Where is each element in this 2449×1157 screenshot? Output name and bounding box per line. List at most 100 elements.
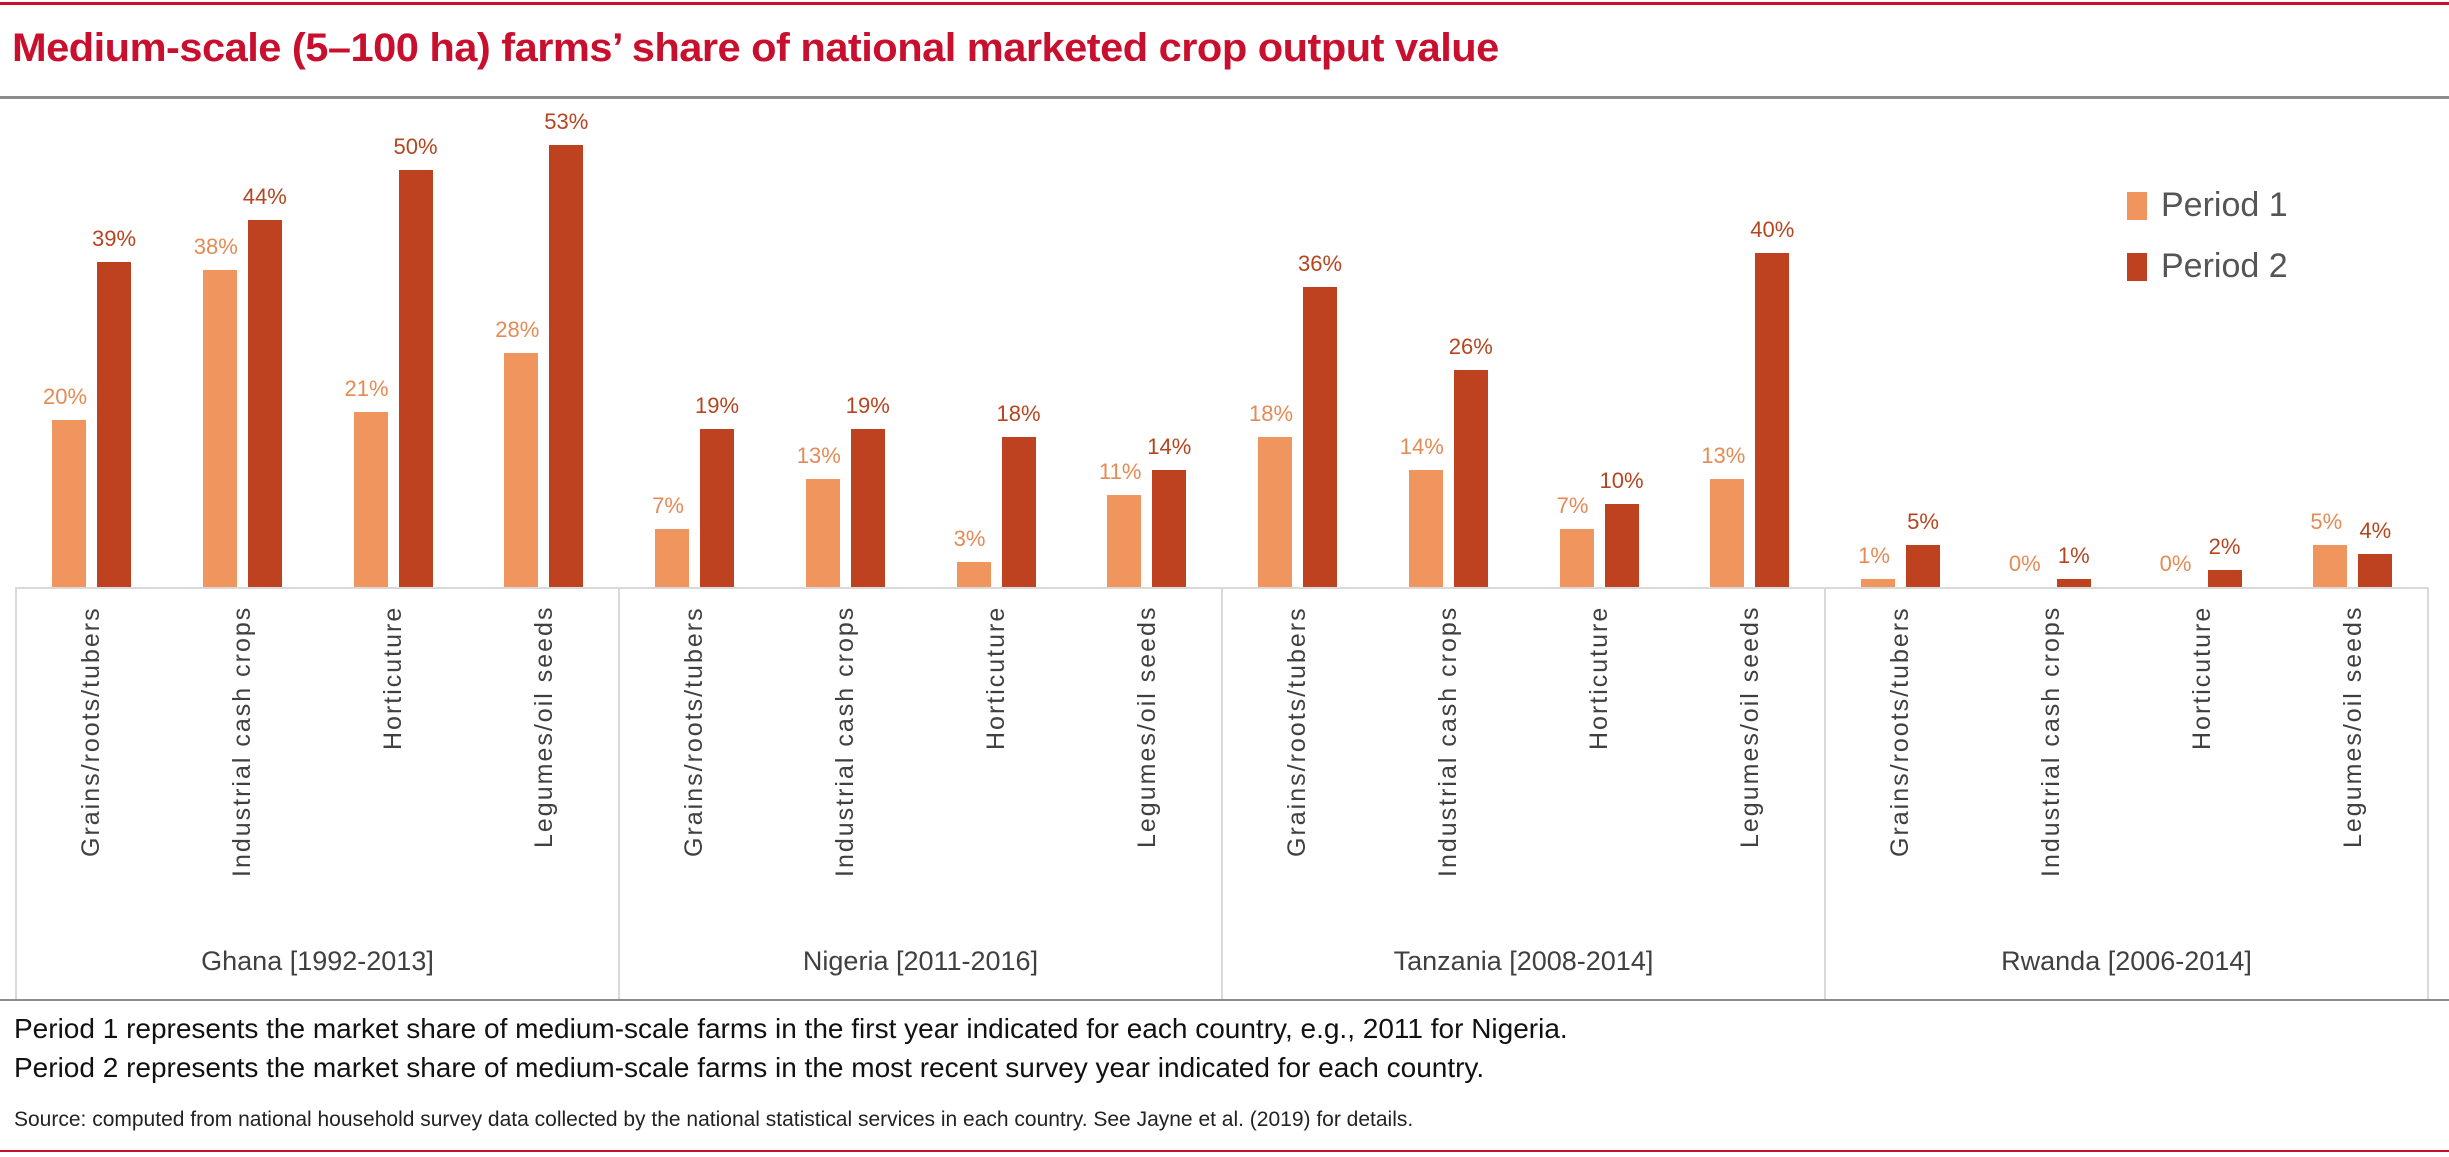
bar-period-2 [1001,436,1036,587]
legend-label-period-1: Period 1 [2161,186,2288,224]
notes-divider [0,999,2449,1001]
group-separator [15,587,17,1000]
bar-period-1 [655,528,689,587]
category-label: Grains/roots/tubers [680,606,709,857]
category-label: Industrial cash crops [1434,606,1463,878]
bar-period-1 [805,478,840,587]
bar-period-1 [504,353,539,587]
data-label-period-1: 5% [2310,509,2343,535]
data-label-period-1: 3% [953,525,986,551]
bar-period-2 [1755,253,1790,587]
data-label-period-1: 14% [1399,434,1444,460]
data-label-period-1: 13% [1701,442,1746,468]
legend-label-period-2: Period 2 [2161,247,2288,285]
group-label: Nigeria [2011-2016] [802,946,1039,976]
bar-period-2 [1453,370,1488,587]
bar-period-2 [247,220,282,587]
legend-swatch-period-1 [2127,191,2147,220]
bar-period-1 [2313,545,2348,587]
category-label: Industrial cash crops [2037,606,2066,878]
bar-period-1 [52,420,86,587]
bar-period-1 [1710,478,1745,587]
group-separator [2427,587,2429,1000]
data-label-period-2: 19% [845,392,890,418]
data-label-period-1: 38% [193,234,238,260]
bar-period-2 [1303,286,1337,587]
category-label: Horticuture [1584,606,1613,751]
note-period-2: Period 2 represents the market share of … [14,1052,1485,1083]
data-label-period-2: 39% [91,225,137,251]
data-label-period-2: 14% [1147,434,1192,460]
legend-item-period-1: Period 1 [2127,186,2288,225]
legend-item-period-2: Period 2 [2127,247,2288,286]
bar-period-2 [1152,470,1187,587]
note-period-1: Period 1 represents the market share of … [14,1013,1568,1044]
bar-period-1 [353,411,388,587]
bar-period-1 [202,270,237,587]
data-label-period-2: 4% [2359,517,2392,543]
data-label-period-1: 13% [796,442,841,468]
bar-period-1 [956,561,991,587]
category-label: Legumes/oil seeds [2338,606,2367,849]
bar-period-2 [97,261,131,587]
data-label-period-2: 44% [242,184,287,210]
data-label-period-1: 7% [1556,492,1589,518]
data-label-period-2: 40% [1750,217,1795,243]
bar-period-2 [850,428,885,587]
group-label: Tanzania [2008-2014] [1393,946,1654,976]
bar-period-1 [1861,578,1895,587]
category-label: Grains/roots/tubers [1283,606,1312,857]
data-label-period-2: 5% [1907,509,1939,535]
top-accent-rule [0,2,2449,5]
category-label: Legumes/oil seeds [1132,606,1161,849]
bar-period-2 [398,170,433,587]
data-label-period-1: 7% [652,492,684,518]
group-separator [618,587,620,1000]
data-label-period-1: 28% [495,317,540,343]
data-label-period-1: 20% [42,384,88,410]
bar-period-1 [1559,528,1594,587]
chart-title: Medium-scale (5–100 ha) farms’ share of … [12,26,1499,70]
data-label-period-1: 1% [1858,542,1890,568]
data-label-period-2: 36% [1297,250,1343,276]
category-label: Grains/roots/tubers [77,606,106,857]
category-label: Industrial cash crops [228,606,257,878]
category-label: Legumes/oil seeds [529,606,558,849]
group-separator [1221,587,1223,1000]
category-label: Grains/roots/tubers [1886,606,1915,857]
bar-period-2 [700,428,734,587]
group-label: Ghana [1992-2013] [201,946,434,976]
data-label-period-2: 53% [544,108,589,134]
bar-period-1 [1258,436,1292,587]
group-separator [1824,587,1826,1000]
category-label: Horticuture [981,606,1010,751]
data-label-period-2: 19% [694,392,740,418]
group-label: Rwanda [2006-2014] [2001,946,2252,976]
data-label-period-1: 11% [1099,459,1142,485]
bottom-accent-rule [0,1150,2449,1152]
category-label: Legumes/oil seeds [1735,606,1764,849]
category-label: Horticuture [2187,606,2216,751]
legend-swatch-period-2 [2127,252,2147,281]
source-note: Source: computed from national household… [14,1108,1414,1131]
category-label: Industrial cash crops [831,606,860,878]
bar-period-2 [2207,570,2242,587]
bar-period-2 [1906,545,1940,587]
category-label: Horticuture [378,606,407,751]
data-label-period-2: 50% [393,134,438,159]
bar-period-1 [1107,495,1142,587]
data-label-period-2: 18% [996,400,1041,426]
bar-period-2 [2358,553,2393,587]
bar-period-2 [1604,503,1639,587]
bar-period-2 [2056,578,2091,587]
bar-chart: Ghana [1992-2013] Grains/roots/tubers 20% 3… [15,108,2429,1000]
bar-period-1 [1408,470,1443,587]
data-label-period-1: 0% [2159,551,2192,576]
title-divider [0,96,2449,99]
data-label-period-1: 0% [2008,551,2041,576]
bar-period-2 [549,144,584,587]
data-label-period-2: 26% [1448,334,1493,360]
data-label-period-1: 21% [344,375,389,401]
data-label-period-2: 1% [2057,542,2090,568]
data-label-period-1: 18% [1248,400,1294,426]
